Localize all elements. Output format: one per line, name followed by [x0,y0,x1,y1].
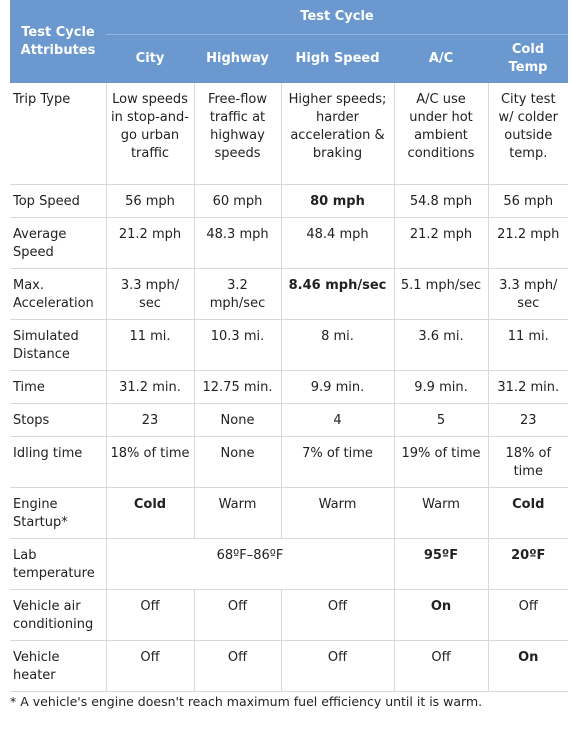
cell: 21.2 mph [487,217,569,269]
cell: 18% of time [105,436,194,488]
row-vehicle-heater: Vehicle heater Off Off Off Off On [10,640,569,692]
row-label: Lab temperature [10,538,106,590]
test-cycle-table-container: Test Cycle Attributes Test Cycle City Hi… [10,0,569,709]
cell: Higher speeds; harder acceleration & bra… [280,83,394,185]
cell: 20ºF [487,538,569,590]
header-row-columns: City Highway High Speed A/C Cold Temp [10,34,569,83]
cell: Cold [487,487,569,539]
cell: On [487,640,569,692]
cell: Free-flow traffic at highway speeds [193,83,281,185]
cell: Low speeds in stop-and-go urban traffic [105,83,194,185]
cell: Off [393,640,488,692]
cell-span: 68ºF–86ºF [105,538,394,590]
row-max-acceleration: Max. Acceleration 3.3 mph/ sec 3.2 mph/s… [10,268,569,320]
cell: City test w/ colder outside temp. [487,83,569,185]
cell: None [193,403,281,437]
cell: 12.75 min. [193,370,281,404]
row-idling-time: Idling time 18% of time None 7% of time … [10,436,569,488]
cell: Cold [105,487,194,539]
footnote: * A vehicle's engine doesn't reach maxim… [10,693,483,709]
row-simulated-distance: Simulated Distance 11 mi. 10.3 mi. 8 mi.… [10,319,569,371]
cell: Warm [280,487,394,539]
row-label: Top Speed [10,184,106,218]
row-label: Stops [10,403,106,437]
cell: 9.9 min. [280,370,394,404]
row-label: Max. Acceleration [10,268,106,320]
row-average-speed: Average Speed 21.2 mph 48.3 mph 48.4 mph… [10,217,569,269]
cell: Off [280,589,394,641]
cell: 3.6 mi. [393,319,488,371]
cell: 31.2 min. [487,370,569,404]
cell: 3.2 mph/sec [193,268,281,320]
column-header-cold-temp: Cold Temp [488,34,569,83]
row-label: Vehicle air conditioning [10,589,106,641]
header-test-cycle-group: Test Cycle [106,0,569,35]
row-label: Simulated Distance [10,319,106,371]
cell: 23 [487,403,569,437]
cell: Warm [193,487,281,539]
column-header-high-speed: High Speed [281,34,394,83]
column-header-city: City [106,34,194,83]
cell: 56 mph [105,184,194,218]
cell: 18% of time [487,436,569,488]
row-label: Average Speed [10,217,106,269]
cell: Off [193,589,281,641]
cell: Off [487,589,569,641]
cell: 95ºF [393,538,488,590]
cell: Off [105,589,194,641]
cell: 21.2 mph [105,217,194,269]
row-lab-temperature: Lab temperature 68ºF–86ºF 95ºF 20ºF [10,538,569,590]
cell: 3.3 mph/ sec [487,268,569,320]
row-label: Trip Type [10,83,106,185]
cell: 48.4 mph [280,217,394,269]
cell: 9.9 min. [393,370,488,404]
cell: 5 [393,403,488,437]
row-stops: Stops 23 None 4 5 23 [10,403,569,437]
cell: 23 [105,403,194,437]
row-time: Time 31.2 min. 12.75 min. 9.9 min. 9.9 m… [10,370,569,404]
row-top-speed: Top Speed 56 mph 60 mph 80 mph 54.8 mph … [10,184,569,218]
cell: 56 mph [487,184,569,218]
test-cycle-table: Test Cycle Attributes Test Cycle City Hi… [10,0,569,692]
cell: 10.3 mi. [193,319,281,371]
cell: Off [105,640,194,692]
cell: 8.46 mph/sec [280,268,394,320]
cell: 5.1 mph/sec [393,268,488,320]
cell: 11 mi. [105,319,194,371]
cell: 3.3 mph/ sec [105,268,194,320]
cell: On [393,589,488,641]
cell: 4 [280,403,394,437]
cell: 60 mph [193,184,281,218]
cell: Off [280,640,394,692]
cell: 7% of time [280,436,394,488]
column-header-ac: A/C [394,34,488,83]
row-engine-startup: Engine Startup* Cold Warm Warm Warm Cold [10,487,569,539]
cell: 8 mi. [280,319,394,371]
row-label: Engine Startup* [10,487,106,539]
row-label: Idling time [10,436,106,488]
cell: A/C use under hot ambient conditions [393,83,488,185]
header-row-group: Test Cycle Attributes Test Cycle [10,0,569,83]
cell: 21.2 mph [393,217,488,269]
cell: 54.8 mph [393,184,488,218]
row-vehicle-air-conditioning: Vehicle air conditioning Off Off Off On … [10,589,569,641]
row-trip-type: Trip Type Low speeds in stop-and-go urba… [10,83,569,185]
row-label: Vehicle heater [10,640,106,692]
cell: 48.3 mph [193,217,281,269]
header-attributes: Test Cycle Attributes [10,0,106,83]
cell: 19% of time [393,436,488,488]
row-label: Time [10,370,106,404]
cell: 31.2 min. [105,370,194,404]
column-header-highway: Highway [194,34,281,83]
cell: 80 mph [280,184,394,218]
cell: None [193,436,281,488]
cell: Warm [393,487,488,539]
cell: Off [193,640,281,692]
cell: 11 mi. [487,319,569,371]
